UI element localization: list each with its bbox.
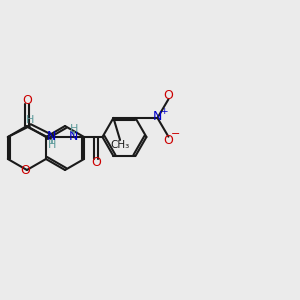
Text: O: O xyxy=(91,155,101,169)
Text: H: H xyxy=(26,115,34,125)
Text: N: N xyxy=(47,130,56,143)
Text: −: − xyxy=(171,129,180,139)
Text: O: O xyxy=(164,89,173,102)
Text: O: O xyxy=(164,134,173,147)
Text: H: H xyxy=(48,140,56,150)
Text: +: + xyxy=(160,107,167,116)
Text: O: O xyxy=(20,164,30,176)
Text: O: O xyxy=(22,94,32,107)
Text: N: N xyxy=(69,130,79,143)
Text: H: H xyxy=(70,124,78,134)
Text: N: N xyxy=(153,110,162,123)
Text: CH₃: CH₃ xyxy=(110,140,130,150)
